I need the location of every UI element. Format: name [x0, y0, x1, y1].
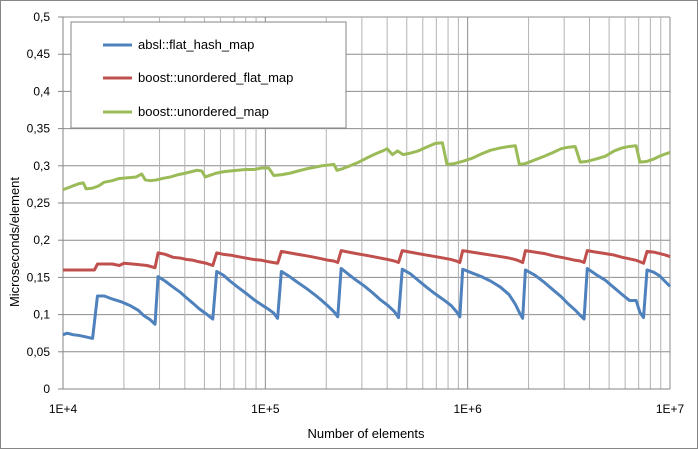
x-tick-label: 1E+7 — [656, 402, 685, 416]
y-axis-title: Microseconds/element — [7, 177, 22, 307]
y-tick-label: 0,35 — [27, 122, 51, 136]
x-tick-label: 1E+4 — [49, 402, 78, 416]
legend-label-absl-flat-hash-map: absl::flat_hash_map — [138, 37, 254, 52]
legend-label-boost-unordered-map: boost::unordered_map — [138, 104, 269, 119]
y-tick-label: 0,05 — [27, 345, 51, 359]
y-tick-label: 0,2 — [33, 233, 50, 247]
x-tick-label: 1E+5 — [251, 402, 280, 416]
y-tick-label: 0 — [43, 382, 50, 396]
y-tick-label: 0,25 — [27, 196, 51, 210]
axes — [58, 16, 670, 390]
series-line-absl-flat-hash-map — [62, 266, 672, 340]
legend-box — [70, 21, 347, 129]
legend-label-boost-unordered-flat-map: boost::unordered_flat_map — [138, 70, 293, 85]
tick-labels: 0 0,05 0,1 0,15 0,2 0,25 0,3 0,35 0,4 0,45 0,5 1E+4… — [27, 10, 685, 416]
y-tick-label: 0,5 — [33, 10, 50, 24]
series-line-boost-unordered-map — [62, 141, 671, 192]
x-tick-label: 1E+6 — [453, 402, 482, 416]
y-tick-label: 0,1 — [33, 308, 50, 322]
x-axis-title: Number of elements — [307, 426, 425, 441]
series-line-boost-unordered-flat-map — [63, 249, 671, 272]
y-tick-label: 0,15 — [27, 270, 51, 284]
legend: absl::flat_hash_map boost::unordered_fla… — [70, 21, 347, 129]
y-tick-label: 0,4 — [33, 84, 50, 98]
y-tick-label: 0,3 — [33, 159, 50, 173]
y-tick-label: 0,45 — [27, 47, 51, 61]
series-lines — [62, 141, 672, 340]
